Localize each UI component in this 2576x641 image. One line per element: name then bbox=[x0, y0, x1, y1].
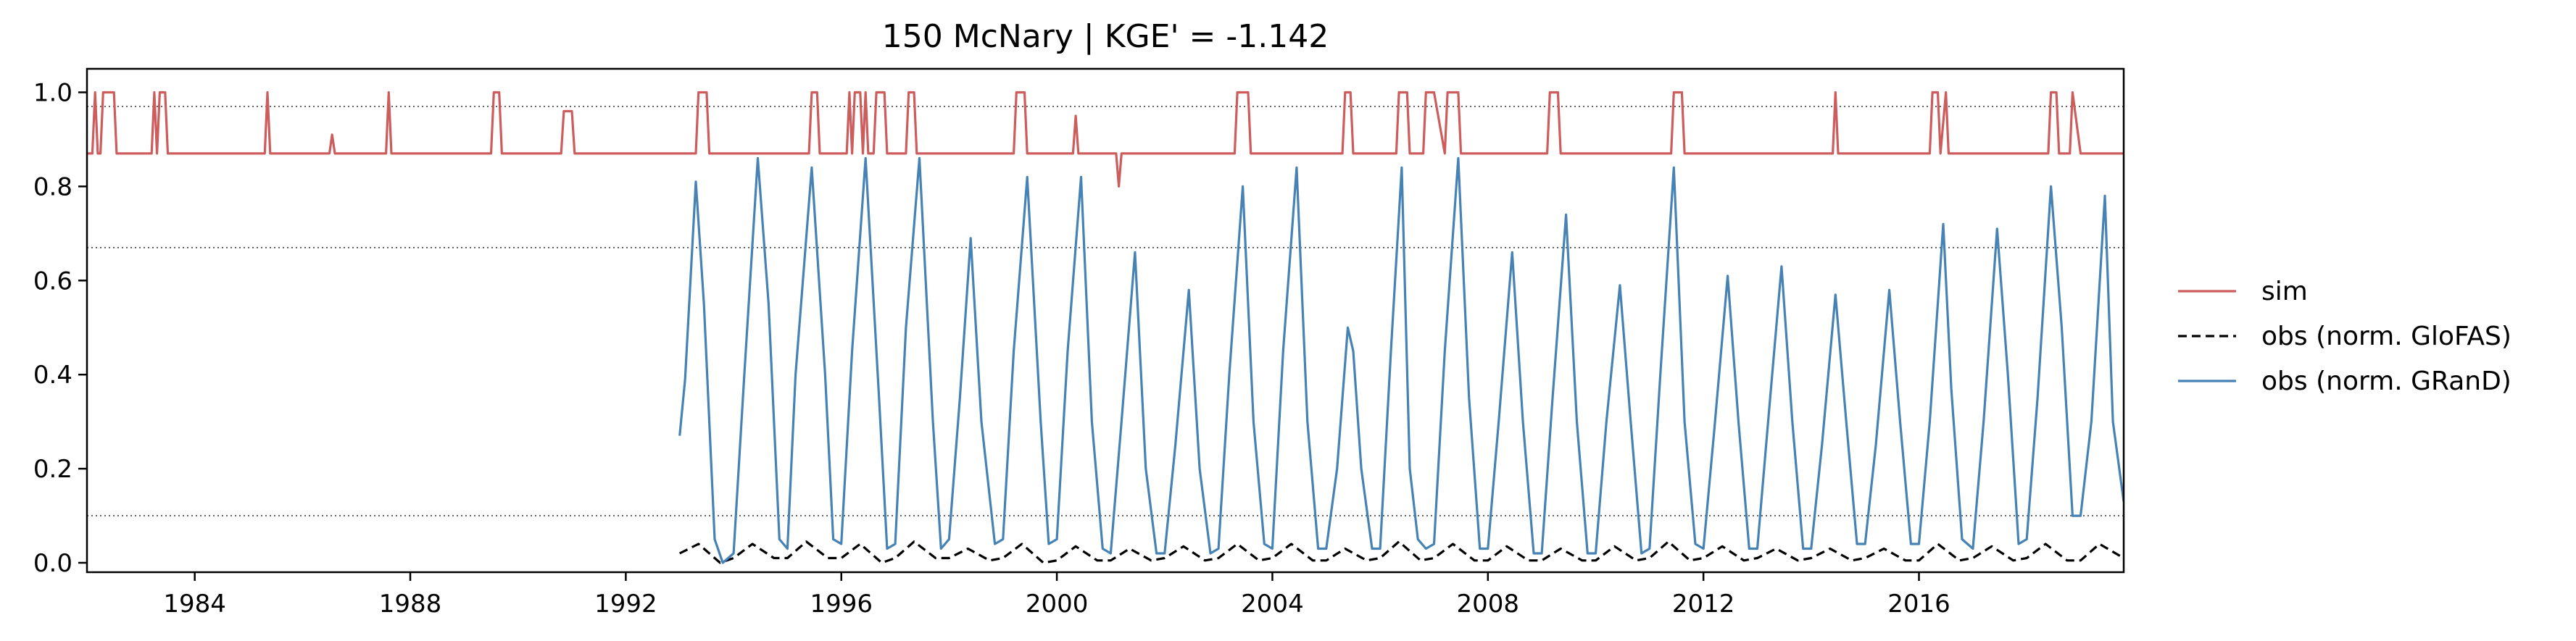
series-line-2 bbox=[678, 156, 2124, 564]
legend-label-1: obs (norm. GloFAS) bbox=[2261, 322, 2511, 351]
y-tick-label: 0.2 bbox=[33, 455, 72, 484]
y-tick-label: 1.0 bbox=[33, 78, 72, 107]
y-tick-label: 0.8 bbox=[33, 172, 72, 201]
x-tick-label: 1988 bbox=[379, 590, 442, 619]
legend-label-0: sim bbox=[2261, 277, 2308, 306]
plot-frame bbox=[86, 67, 2125, 574]
chart-title: 150 McNary | KGE' = -1.142 bbox=[882, 18, 1329, 55]
legend: sim obs (norm. GloFAS) obs (norm. GRanD) bbox=[2178, 277, 2511, 396]
y-tick-label: 0.6 bbox=[33, 267, 72, 296]
x-tick-label: 1996 bbox=[810, 590, 873, 619]
x-tick-label: 2004 bbox=[1241, 590, 1304, 619]
legend-label-2: obs (norm. GRanD) bbox=[2261, 366, 2511, 396]
series-line-1 bbox=[678, 540, 2124, 564]
x-tick-label: 1992 bbox=[594, 590, 657, 619]
x-tick-label: 2008 bbox=[1457, 590, 1520, 619]
plot-area bbox=[87, 91, 2124, 564]
series-line-0 bbox=[87, 91, 2124, 188]
x-tick-label: 1984 bbox=[163, 590, 226, 619]
x-tick-label: 2012 bbox=[1672, 590, 1735, 619]
y-tick-label: 0.4 bbox=[33, 361, 72, 390]
x-tick-label: 2000 bbox=[1026, 590, 1089, 619]
x-tick-label: 2016 bbox=[1887, 590, 1950, 619]
axes: 1984 1988 1992 1996 2000 2004 2008 2012 2016 0.0 0… bbox=[33, 67, 2125, 619]
y-tick-label: 0.0 bbox=[33, 549, 72, 578]
